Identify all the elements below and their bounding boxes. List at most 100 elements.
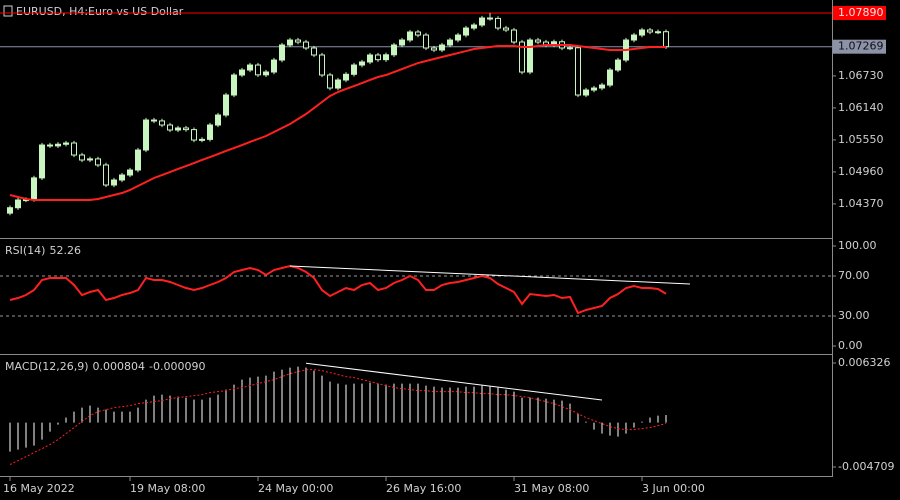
indicator-value: 52.26 xyxy=(49,244,81,257)
candle-body xyxy=(135,149,141,171)
y-tick-label: 70.00 xyxy=(838,269,870,282)
candle-body xyxy=(423,34,429,49)
candle-body xyxy=(191,129,197,141)
y-tick-label: 1.04370 xyxy=(838,197,884,210)
candle-body xyxy=(383,54,389,61)
candle-body xyxy=(295,39,301,43)
price-label: 1.07890 xyxy=(838,6,884,19)
candle-body xyxy=(279,44,285,61)
candle-body xyxy=(119,174,125,181)
candle-body xyxy=(367,54,373,63)
y-tick-label: 1.06730 xyxy=(838,69,884,82)
candle-body xyxy=(343,73,349,81)
candle-body xyxy=(455,34,461,41)
candle-body xyxy=(247,64,253,71)
x-tick-label: 24 May 00:00 xyxy=(258,482,333,495)
y-tick-label: -0.004709 xyxy=(838,460,894,473)
candle-body xyxy=(407,31,413,41)
candle-body xyxy=(311,47,317,56)
candle-body xyxy=(583,89,589,96)
y-tick-label: 1.06140 xyxy=(838,101,884,114)
candle-body xyxy=(71,142,77,156)
y-tick-label: 1.04960 xyxy=(838,165,884,178)
candle-body xyxy=(639,29,645,36)
rsi-line xyxy=(9,264,667,315)
candle-body xyxy=(199,138,205,141)
signal-line xyxy=(9,369,667,466)
panel-header: MACD(12,26,9) 0.000804 -0.000090 xyxy=(5,360,206,373)
x-tick-label: 19 May 08:00 xyxy=(130,482,205,495)
candle-body xyxy=(319,54,325,76)
trendline xyxy=(305,362,603,401)
y-tick-label: 0.006326 xyxy=(838,356,891,369)
x-tick-label: 3 Jun 00:00 xyxy=(642,482,705,495)
indicator-value: -0.000090 xyxy=(149,360,205,373)
candle-body xyxy=(447,39,453,46)
candle-body xyxy=(127,169,133,176)
candle-body xyxy=(95,158,101,166)
candle-body xyxy=(647,29,653,33)
candle-body xyxy=(431,47,437,51)
candle-body xyxy=(511,29,517,43)
candle-body xyxy=(663,31,669,48)
candle-body xyxy=(79,154,85,161)
candle-body xyxy=(271,59,277,73)
panel-header: RSI(14) 52.26 xyxy=(5,244,81,257)
candle-body xyxy=(655,31,661,34)
candle-body xyxy=(263,71,269,76)
candle-body xyxy=(15,199,21,209)
candle-body xyxy=(287,39,293,46)
candle-body xyxy=(231,74,237,96)
candle-body xyxy=(103,164,109,186)
candle-body xyxy=(479,17,485,26)
y-tick-label: 1.05550 xyxy=(838,133,884,146)
indicator-value: 0.000804 xyxy=(93,360,146,373)
candle-body xyxy=(167,124,173,131)
candle-body xyxy=(487,17,493,20)
candle-body xyxy=(631,34,637,41)
candle-body xyxy=(607,69,613,86)
candle-body xyxy=(239,69,245,76)
candle-body xyxy=(223,94,229,116)
candle-body xyxy=(175,127,181,131)
candle-body xyxy=(527,39,533,73)
y-tick-label: 30.00 xyxy=(838,309,870,322)
candle-body xyxy=(143,119,149,151)
y-tick-label: 100.00 xyxy=(838,239,877,252)
candle-body xyxy=(327,74,333,89)
x-tick-label: 26 May 16:00 xyxy=(386,482,461,495)
candle-body xyxy=(495,17,501,29)
candle-body xyxy=(519,41,525,73)
candle-body xyxy=(255,64,261,76)
symbol-icon xyxy=(3,5,13,17)
candle-body xyxy=(335,79,341,89)
candle-body xyxy=(31,177,37,201)
x-tick-label: 31 May 08:00 xyxy=(514,482,589,495)
candle-body xyxy=(47,144,53,147)
chart-title: EURUSD, H4: xyxy=(16,5,88,18)
candle-body xyxy=(63,142,69,145)
candle-body xyxy=(55,143,61,147)
candle-body xyxy=(615,59,621,71)
candle-body xyxy=(215,114,221,126)
candle-body xyxy=(591,87,597,91)
indicator-name: MACD(12,26,9) xyxy=(5,360,89,373)
candle-body xyxy=(463,27,469,36)
indicator-name: RSI(14) xyxy=(5,244,45,257)
candle-body xyxy=(159,120,165,126)
candle-body xyxy=(439,44,445,51)
candle-body xyxy=(399,39,405,46)
candle-body xyxy=(415,31,421,36)
candle-body xyxy=(303,41,309,49)
candle-body xyxy=(351,64,357,75)
candle-body xyxy=(503,27,509,31)
candle-body xyxy=(87,158,93,161)
x-tick-label: 16 May 2022 xyxy=(3,482,75,495)
price-label: 1.07269 xyxy=(838,40,884,53)
candle-body xyxy=(535,39,541,43)
candle-body xyxy=(183,127,189,131)
candle-body xyxy=(375,54,381,61)
candle-body xyxy=(39,144,45,179)
candle-body xyxy=(207,124,213,140)
